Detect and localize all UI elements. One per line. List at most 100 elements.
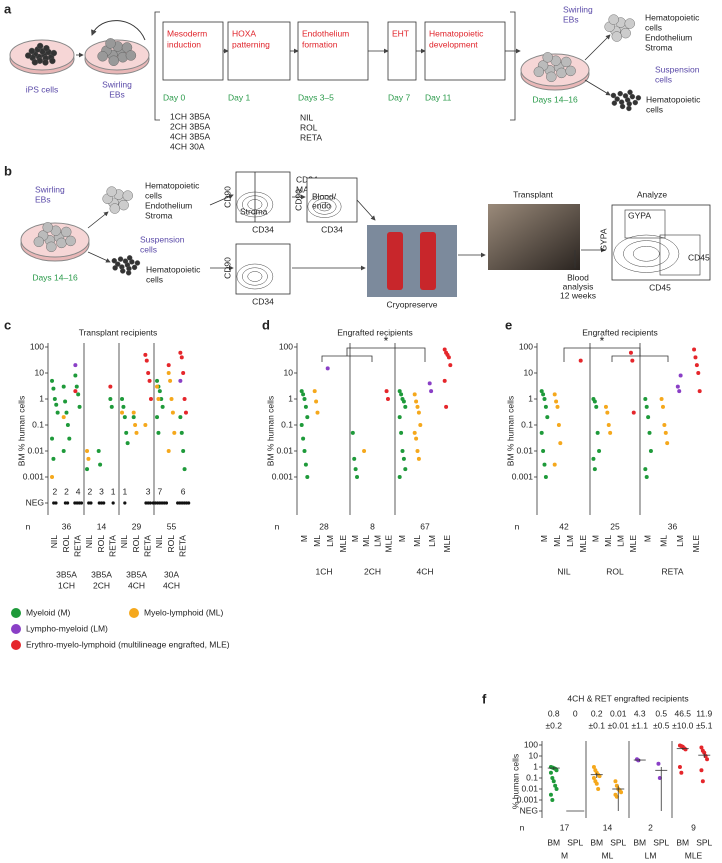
category-label: RETA [142,535,152,557]
data-point [124,430,129,435]
sig-bracket [563,347,669,362]
label: Hematopoietic [145,180,200,190]
n-value: 36 [62,521,72,531]
label: patterning [232,39,270,49]
neg-count: 4 [76,486,81,496]
cell [97,51,108,62]
arrow [209,194,234,206]
data-point [73,389,78,394]
cell [50,49,58,57]
data-point [50,475,55,479]
data-point [631,410,636,415]
data-point [353,467,358,472]
data-point [120,410,125,415]
data-point [301,392,306,397]
data-point [155,415,160,420]
n-value: 36 [668,521,678,531]
data-point [679,770,684,775]
data-point [552,392,557,397]
data-point [418,423,423,427]
n-value: 17 [560,822,570,832]
cell [626,105,632,112]
neg-point [148,501,152,505]
category-label: LM [616,535,626,547]
data-point [543,404,548,409]
cell [36,42,44,50]
label: CD45 [688,252,710,262]
label: Swirling [102,79,132,89]
data-point [592,399,597,404]
y-tick-label: 1 [288,393,293,403]
panel-label: e [505,317,512,332]
label: Hematopoietic [645,12,700,22]
data-point [54,402,59,407]
label: Blood/ [312,191,337,201]
category-label: M [299,535,309,542]
category-label: LM [565,535,575,547]
data-point [166,371,171,375]
neg-count: 2 [52,486,57,496]
panel-title: 4CH & RET engrafted recipients [567,693,688,703]
data-point [51,386,56,391]
cell [106,186,117,197]
data-point [644,475,649,479]
label: cells [655,74,672,84]
data-point [415,449,420,453]
data-point [427,381,432,386]
data-point [594,781,599,786]
label: GYPA [598,228,608,251]
y-tick-label: 0.1 [521,419,533,429]
category-label: M [591,535,601,542]
group-label: 3B5A [56,569,77,579]
label: iPS cells [26,84,59,94]
data-point [303,404,308,409]
label: Stroma [145,210,173,220]
label: EHT [392,28,409,38]
neg-point [75,501,79,505]
data-point [157,389,162,394]
cell [49,57,56,65]
label: CD45 [649,282,671,292]
group-label: 4CH [128,580,145,590]
photo-cryo [367,225,457,297]
data-point [108,384,113,389]
n-value: 29 [132,521,142,531]
n-value: 42 [559,521,569,531]
mean-label: 4.3 [634,708,646,718]
cell [614,96,620,102]
n-value: 9 [691,822,696,832]
neg-point [153,501,158,505]
data-point [591,456,596,461]
group-label: 1CH [58,580,75,590]
label: Endothelium [645,32,692,42]
cell [122,258,129,264]
cell [533,66,545,77]
data-point [50,436,55,441]
data-point [613,779,618,784]
contour [613,234,680,273]
category-label: MLE [628,535,638,553]
data-point [554,787,559,791]
data-point [63,399,68,404]
y-tick-label: 100 [279,341,293,351]
data-point [155,384,160,389]
neg-point [102,501,106,505]
data-point [52,397,57,401]
label: Day 7 [388,92,410,102]
cell [611,100,618,106]
label: 2CH 3B5A [170,121,210,131]
data-point [397,415,402,420]
data-point [315,410,320,415]
data-point [350,430,355,435]
data-point [77,404,82,409]
label: endo [312,200,331,210]
legend-swatch [11,640,21,650]
data-point [384,389,389,394]
data-point [594,404,599,409]
data-point [96,449,101,453]
contour [236,263,274,290]
cell [629,93,636,100]
y-tick-label: 100 [524,739,538,749]
neg-count: 7 [157,486,162,496]
